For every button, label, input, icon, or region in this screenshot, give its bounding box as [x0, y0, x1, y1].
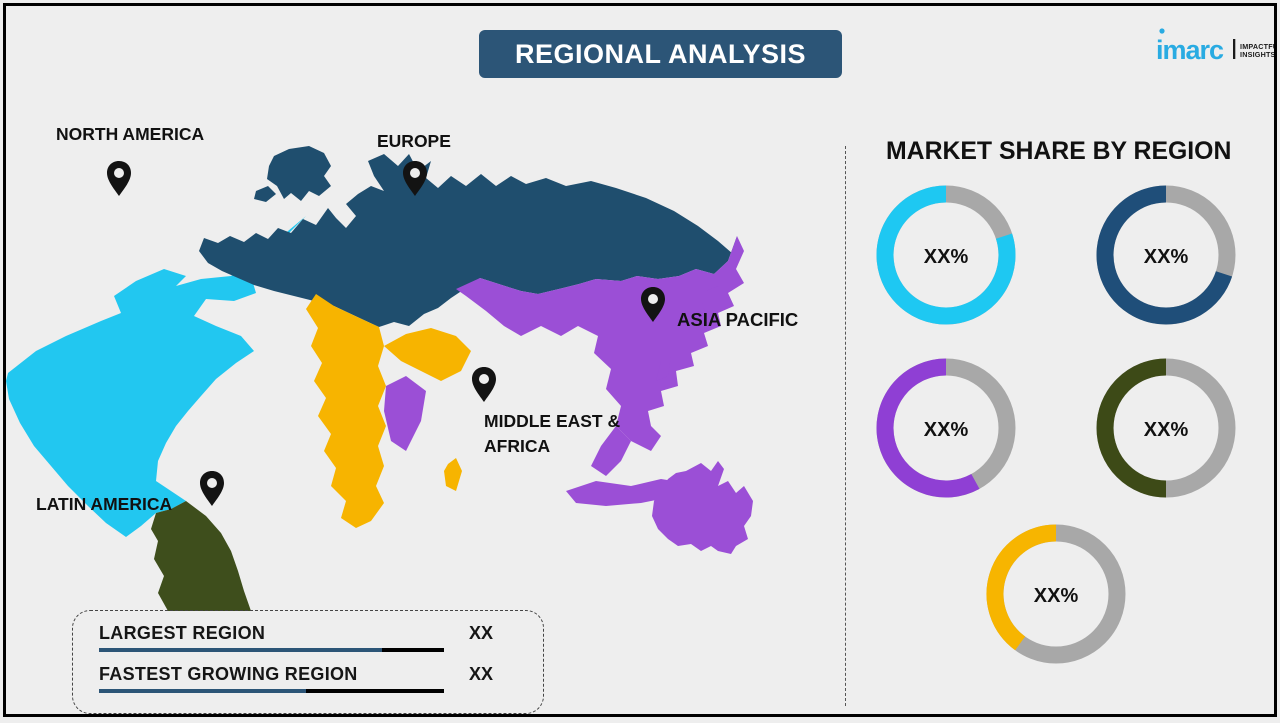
- svg-text:imarc: imarc: [1156, 35, 1224, 65]
- svg-text:XX%: XX%: [1034, 585, 1079, 607]
- svg-text:XX%: XX%: [1144, 246, 1189, 268]
- svg-text:XX%: XX%: [924, 419, 969, 441]
- svg-text:XX%: XX%: [924, 246, 969, 268]
- svg-text:XX%: XX%: [1144, 419, 1189, 441]
- svg-text:INSIGHTS: INSIGHTS: [1240, 50, 1276, 59]
